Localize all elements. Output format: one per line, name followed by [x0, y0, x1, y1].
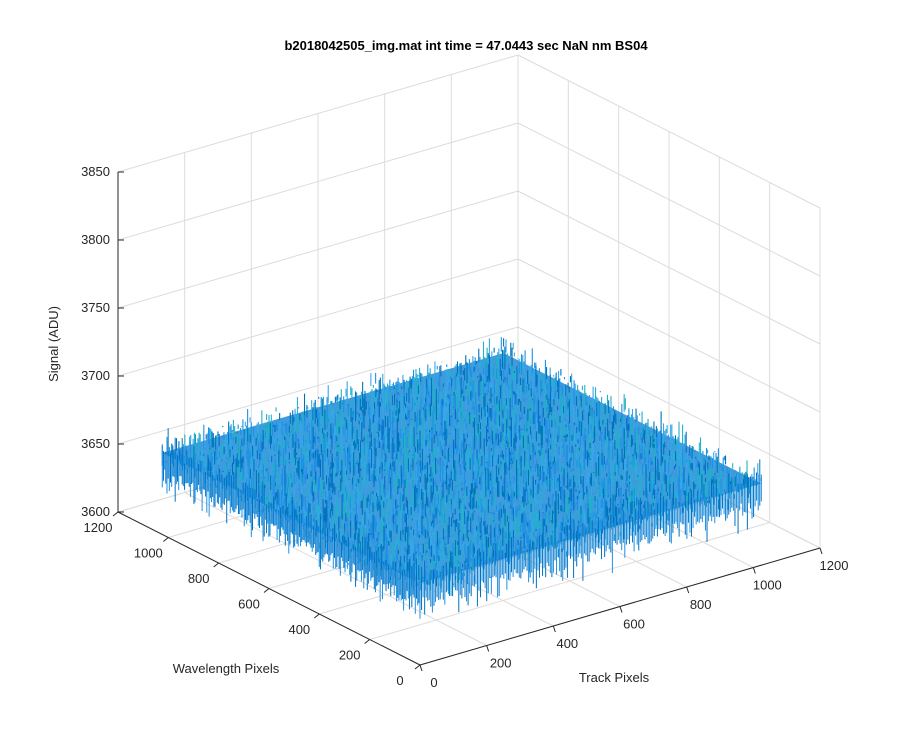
gridline-z-right	[517, 258, 821, 413]
gridline-z-right	[517, 122, 821, 277]
gridline-z-back	[117, 122, 519, 241]
gridline-y-floor	[369, 522, 770, 640]
gridline-z-back	[117, 258, 519, 377]
gridline-z-back	[117, 326, 519, 445]
gridline-z-right	[517, 190, 821, 345]
gridline-z-back	[117, 190, 519, 309]
surface-layer	[161, 337, 762, 619]
gridline-z-back	[117, 54, 519, 173]
gridline-z-right	[517, 326, 821, 481]
gridline-z-right	[517, 54, 821, 209]
